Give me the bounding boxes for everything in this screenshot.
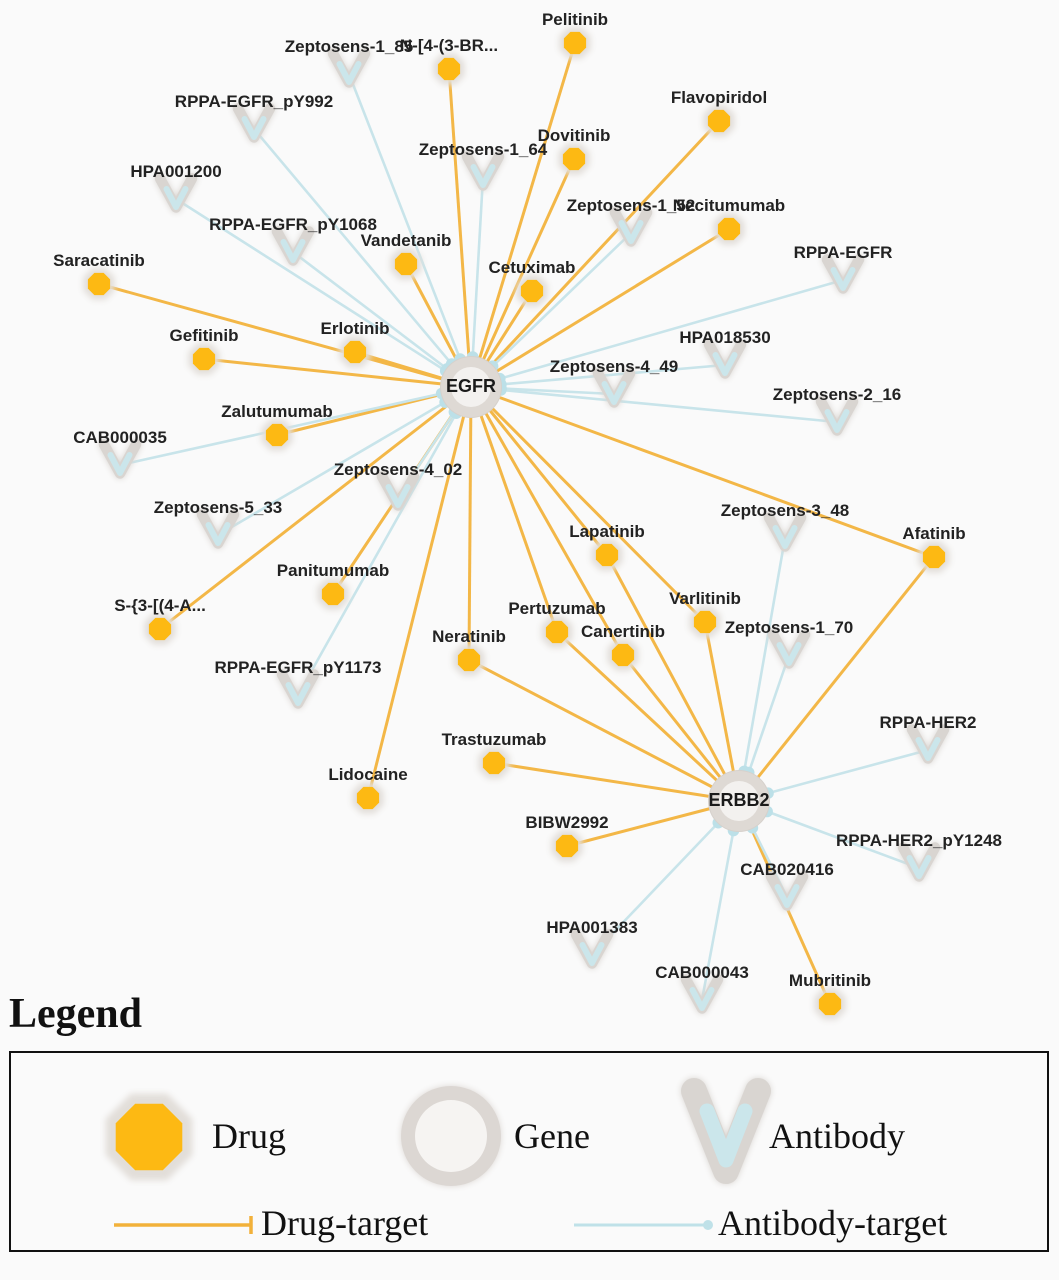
svg-text:Lapatinib: Lapatinib [569, 522, 645, 541]
svg-text:Pelitinib: Pelitinib [542, 10, 608, 29]
svg-text:CAB000043: CAB000043 [655, 963, 749, 982]
svg-text:Neratinib: Neratinib [432, 627, 506, 646]
svg-text:RPPA-EGFR_pY992: RPPA-EGFR_pY992 [175, 92, 333, 111]
svg-text:RPPA-HER2_pY1248: RPPA-HER2_pY1248 [836, 831, 1002, 850]
svg-text:N-[4-(3-BR...: N-[4-(3-BR... [400, 36, 498, 55]
svg-text:RPPA-EGFR_pY1173: RPPA-EGFR_pY1173 [215, 658, 382, 677]
svg-text:Varlitinib: Varlitinib [669, 589, 741, 608]
svg-text:Gene: Gene [514, 1116, 590, 1156]
svg-text:Zeptosens-5_33: Zeptosens-5_33 [154, 498, 283, 517]
svg-text:Flavopiridol: Flavopiridol [671, 88, 767, 107]
svg-text:CAB000035: CAB000035 [73, 428, 167, 447]
svg-text:RPPA-EGFR: RPPA-EGFR [794, 243, 893, 262]
svg-text:EGFR: EGFR [446, 376, 496, 396]
svg-text:BIBW2992: BIBW2992 [525, 813, 608, 832]
svg-text:Drug-target: Drug-target [261, 1203, 428, 1243]
svg-text:Antibody: Antibody [769, 1116, 905, 1156]
svg-text:HPA001383: HPA001383 [546, 918, 637, 937]
svg-text:Zeptosens-1_85: Zeptosens-1_85 [285, 37, 414, 56]
svg-text:Trastuzumab: Trastuzumab [442, 730, 547, 749]
svg-text:Zeptosens-4_49: Zeptosens-4_49 [550, 357, 679, 376]
svg-text:Erlotinib: Erlotinib [321, 319, 390, 338]
svg-text:Zeptosens-2_16: Zeptosens-2_16 [773, 385, 902, 404]
svg-text:Zeptosens-1_52: Zeptosens-1_52 [567, 196, 696, 215]
svg-text:RPPA-EGFR_pY1068: RPPA-EGFR_pY1068 [209, 215, 377, 234]
svg-text:Saracatinib: Saracatinib [53, 251, 145, 270]
svg-text:Canertinib: Canertinib [581, 622, 665, 641]
svg-text:ERBB2: ERBB2 [708, 790, 769, 810]
svg-text:Cetuximab: Cetuximab [489, 258, 576, 277]
svg-text:Zeptosens-3_48: Zeptosens-3_48 [721, 501, 850, 520]
svg-text:Dovitinib: Dovitinib [538, 126, 611, 145]
svg-text:Lidocaine: Lidocaine [328, 765, 407, 784]
svg-text:Zalutumumab: Zalutumumab [221, 402, 332, 421]
svg-text:Antibody-target: Antibody-target [718, 1203, 947, 1243]
svg-text:S-{3-[(4-A...: S-{3-[(4-A... [114, 596, 206, 615]
svg-text:CAB020416: CAB020416 [740, 860, 834, 879]
svg-text:Zeptosens-1_64: Zeptosens-1_64 [419, 140, 548, 159]
svg-text:Panitumumab: Panitumumab [277, 561, 389, 580]
svg-text:Pertuzumab: Pertuzumab [508, 599, 605, 618]
svg-text:Drug: Drug [212, 1116, 286, 1156]
svg-text:Gefitinib: Gefitinib [170, 326, 239, 345]
svg-text:RPPA-HER2: RPPA-HER2 [880, 713, 977, 732]
svg-text:HPA018530: HPA018530 [679, 328, 770, 347]
svg-text:HPA001200: HPA001200 [130, 162, 221, 181]
svg-text:Zeptosens-4_02: Zeptosens-4_02 [334, 460, 463, 479]
svg-text:Zeptosens-1_70: Zeptosens-1_70 [725, 618, 854, 637]
svg-text:Afatinib: Afatinib [902, 524, 965, 543]
svg-text:Mubritinib: Mubritinib [789, 971, 871, 990]
